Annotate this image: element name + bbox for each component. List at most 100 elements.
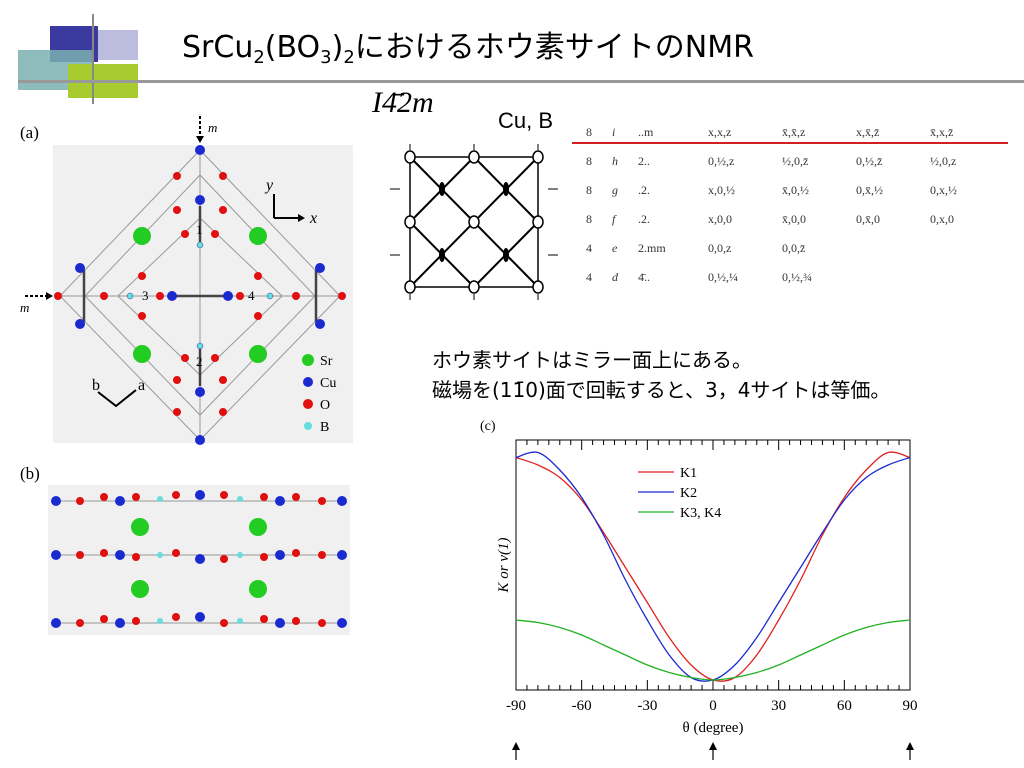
x-tick-label: -90: [506, 698, 526, 714]
o-atoms: [54, 172, 346, 416]
wyckoff-cell-sym: 2.mm: [638, 241, 666, 255]
panel-a-structure: (a) m m y x 1 2 3 4 b a Sr Cu O B: [20, 116, 353, 445]
direction-arrowhead: [709, 742, 717, 750]
note-line-2: 磁場を(11̄0)面で回転すると、3，4サイトは等価。: [432, 378, 891, 402]
wyckoff-cell-mult: 8: [586, 125, 592, 139]
wyckoff-cell-c1: 0,½,¼: [708, 270, 738, 284]
wyckoff-cell-c2: 0,0,z̄: [782, 241, 806, 255]
wyckoff-cell-c1: x,0,0: [708, 212, 732, 226]
panel-b-o-atoms: [76, 491, 326, 627]
x-tick-label: 0: [709, 698, 717, 714]
wyckoff-cell-c1: x,x,z: [708, 125, 732, 139]
panel-b-b-atoms: [157, 496, 243, 624]
mirror-label-top: m: [208, 120, 217, 135]
site-label-1: 1: [196, 222, 203, 237]
x-tick-label: 30: [771, 698, 786, 714]
wyckoff-cell-c1: x,0,½: [708, 183, 735, 197]
wyckoff-cell-c2: x̄,x̄,z: [782, 125, 806, 139]
axis-x-label: x: [309, 210, 317, 227]
title-underline: [18, 80, 1024, 83]
legend-dot-cu: [303, 377, 313, 387]
wyckoff-cell-c2: x̄,0,½: [782, 183, 809, 197]
plot-frame: [515, 439, 911, 691]
slide-title: SrCu2(BO3)2におけるホウ素サイトのNMR: [182, 30, 754, 68]
panel-b-sr-atoms: [131, 518, 267, 598]
wyckoff-row: 8 f .2. x,0,0 x̄,0,0 0,x̄,0 0,x,0: [580, 205, 998, 234]
cu-atoms: [75, 145, 325, 445]
panel-b-structure: (b): [20, 464, 350, 635]
wyckoff-row: 4 d 4̄.. 0,½,¼ 0,½,¾: [580, 263, 998, 292]
wyckoff-cell-mult: 8: [586, 183, 592, 197]
wyckoff-cell-mult: 4: [586, 241, 592, 255]
axis-y-label: y: [264, 177, 274, 194]
legend-label-cu: Cu: [320, 376, 336, 391]
wyckoff-row: 8 i ..m x,x,z x̄,x̄,z x,x̄,z̄ x̄,x,z̄: [580, 118, 998, 147]
wyckoff-cell-sym: 2..: [638, 154, 650, 168]
wyckoff-row: 4 e 2.mm 0,0,z 0,0,z̄: [580, 234, 998, 263]
wyckoff-cell-c4: x̄,x,z̄: [930, 125, 954, 139]
header-decoration: [0, 0, 180, 104]
wyckoff-cell-c4: [924, 234, 998, 263]
mirror-arrowhead-top: [196, 136, 204, 143]
legend-dot-b: [304, 422, 312, 430]
legend-label-sr: Sr: [320, 354, 333, 369]
wyckoff-cell-c3: x,x̄,z̄: [856, 125, 880, 139]
wyckoff-cell-sym: ..m: [638, 125, 654, 139]
series-line-0: [515, 451, 911, 682]
dir-label-a: a: [138, 377, 145, 394]
wyckoff-table: 8 i ..m x,x,z x̄,x̄,z x,x̄,z̄ x̄,x,z̄ 8 h 2.. 0,½,…: [580, 118, 998, 292]
x-tick-label: -60: [572, 698, 592, 714]
wyckoff-cell-c4: ½,0,z: [930, 154, 957, 168]
wyckoff-table-container: 8 i ..m x,x,z x̄,x̄,z x,x̄,z̄ x̄,x,z̄ 8 h 2.. 0,½,…: [580, 118, 1010, 292]
panel-b-cu-atoms: [51, 490, 347, 628]
site-label-4: 4: [248, 288, 255, 303]
site-label-2: 2: [196, 354, 203, 369]
wyckoff-cell-c2: x̄,0,0: [782, 212, 806, 226]
x-tick-label: 60: [837, 698, 852, 714]
decor-vertical-line: [92, 14, 94, 104]
wyckoff-cell-c1: 0,0,z: [708, 241, 732, 255]
wyckoff-cell-sym: .2.: [638, 183, 650, 197]
panel-a-background: [53, 145, 353, 443]
wyckoff-cell-letter: h: [612, 154, 618, 168]
y-axis-label: K or ν(1): [496, 538, 512, 594]
wyckoff-cell-c3: [850, 263, 924, 292]
panel-a-label: (a): [20, 123, 39, 142]
mirror-label-left: m: [20, 300, 29, 315]
panel-b-label: (b): [20, 464, 40, 483]
legend-label-1: K2: [680, 486, 697, 501]
wyckoff-cell-letter: f: [612, 212, 616, 226]
symmetry-diagram: [390, 144, 558, 300]
wyckoff-cell-c2: ½,0,z̄: [782, 154, 809, 168]
wyckoff-cell-c1: 0,½,z: [708, 154, 735, 168]
x-tick-label: -30: [637, 698, 657, 714]
series-line-2: [515, 619, 911, 681]
fourbar-axes: [404, 150, 544, 294]
wyckoff-cell-c3: 0,x̄,0: [856, 212, 880, 226]
wyckoff-cell-c3: 0,x̄,½: [856, 183, 883, 197]
wyckoff-cell-letter: i: [612, 125, 616, 139]
b-atoms: [126, 241, 274, 350]
space-group-symbol: I4̄2m: [372, 86, 434, 119]
wyckoff-cell-c3: [850, 234, 924, 263]
cu-b-annotation: Cu, B: [498, 108, 554, 133]
legend-label-b: B: [320, 420, 329, 435]
site-label-3: 3: [142, 288, 149, 303]
legend-dot-sr: [302, 354, 314, 366]
wyckoff-cell-c4: [924, 263, 998, 292]
red-divider-line: [572, 142, 1008, 144]
bond-lines: [82, 206, 318, 386]
wyckoff-cell-sym: .2.: [638, 212, 650, 226]
wyckoff-cell-letter: d: [612, 270, 618, 284]
wyckoff-row: 8 g .2. x,0,½ x̄,0,½ 0,x̄,½ 0,x,½: [580, 176, 998, 205]
direction-arrowhead: [512, 742, 520, 750]
x-axis-label: θ (degree): [683, 720, 744, 736]
direction-arrowhead: [906, 742, 914, 750]
chart-panel-label: (c): [480, 419, 496, 434]
sr-atoms: [133, 227, 267, 363]
mirror-arrowhead-left: [46, 292, 53, 300]
wyckoff-cell-sym: 4̄..: [638, 270, 650, 284]
ba-arrows: [97, 389, 137, 408]
series-line-1: [515, 451, 911, 682]
